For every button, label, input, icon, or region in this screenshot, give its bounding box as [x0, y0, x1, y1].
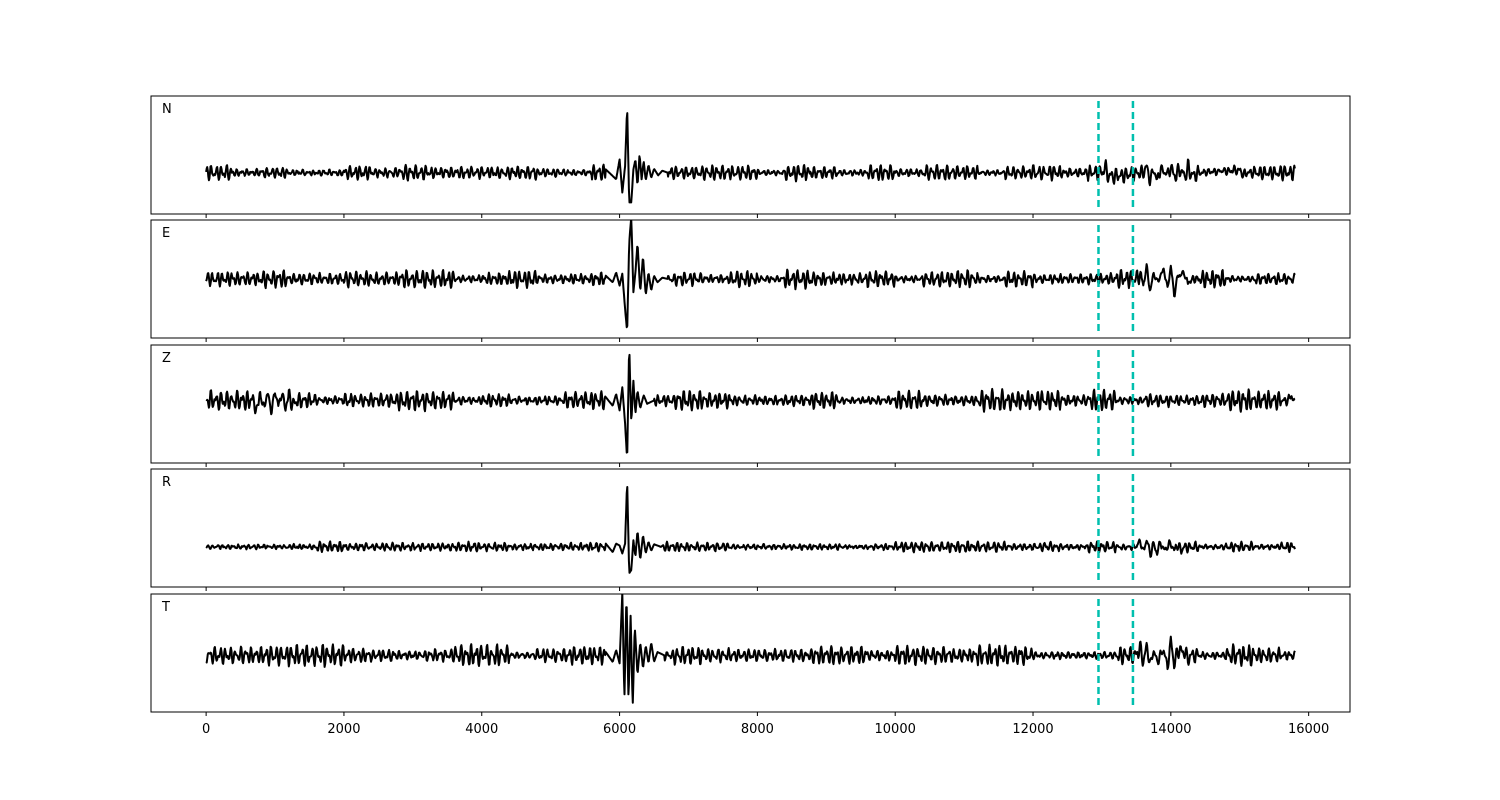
waveform-e: [205, 220, 1296, 329]
x-tick-label: 14000: [1150, 722, 1191, 737]
x-tick-label: 10000: [875, 722, 916, 737]
panel-frame: [150, 344, 1351, 464]
waveform-t: [205, 594, 1296, 704]
panel-e: E: [150, 219, 1351, 342]
panel-r: R: [150, 468, 1351, 591]
x-tick-label: 8000: [741, 722, 774, 737]
x-tick-label: 4000: [465, 722, 498, 737]
panels-group: N E Z R T: [150, 95, 1351, 716]
x-tick-label: 16000: [1288, 722, 1329, 737]
panel-t: T: [150, 593, 1351, 716]
x-axis: 0 2000 4000 6000 8000 10000 12000 14000 16000: [202, 722, 1329, 737]
panel-label-z: Z: [162, 351, 171, 366]
waveform-n: [205, 112, 1296, 204]
panel-label-r: R: [162, 475, 171, 490]
panel-label-e: E: [162, 226, 170, 241]
panel-label-n: N: [162, 102, 172, 117]
waveform-r: [205, 486, 1296, 574]
x-tick-label: 0: [202, 722, 210, 737]
panel-z: Z: [150, 344, 1351, 467]
panel-frame: [150, 593, 1351, 713]
panel-frame: [150, 95, 1351, 215]
x-tick-label: 12000: [1012, 722, 1053, 737]
panel-frame: [150, 468, 1351, 588]
waveform-z: [205, 353, 1296, 454]
panel-frame: [150, 219, 1351, 339]
panel-n: N: [150, 95, 1351, 218]
panel-label-t: T: [161, 600, 170, 615]
x-tick-label: 6000: [603, 722, 636, 737]
x-tick-label: 2000: [327, 722, 360, 737]
